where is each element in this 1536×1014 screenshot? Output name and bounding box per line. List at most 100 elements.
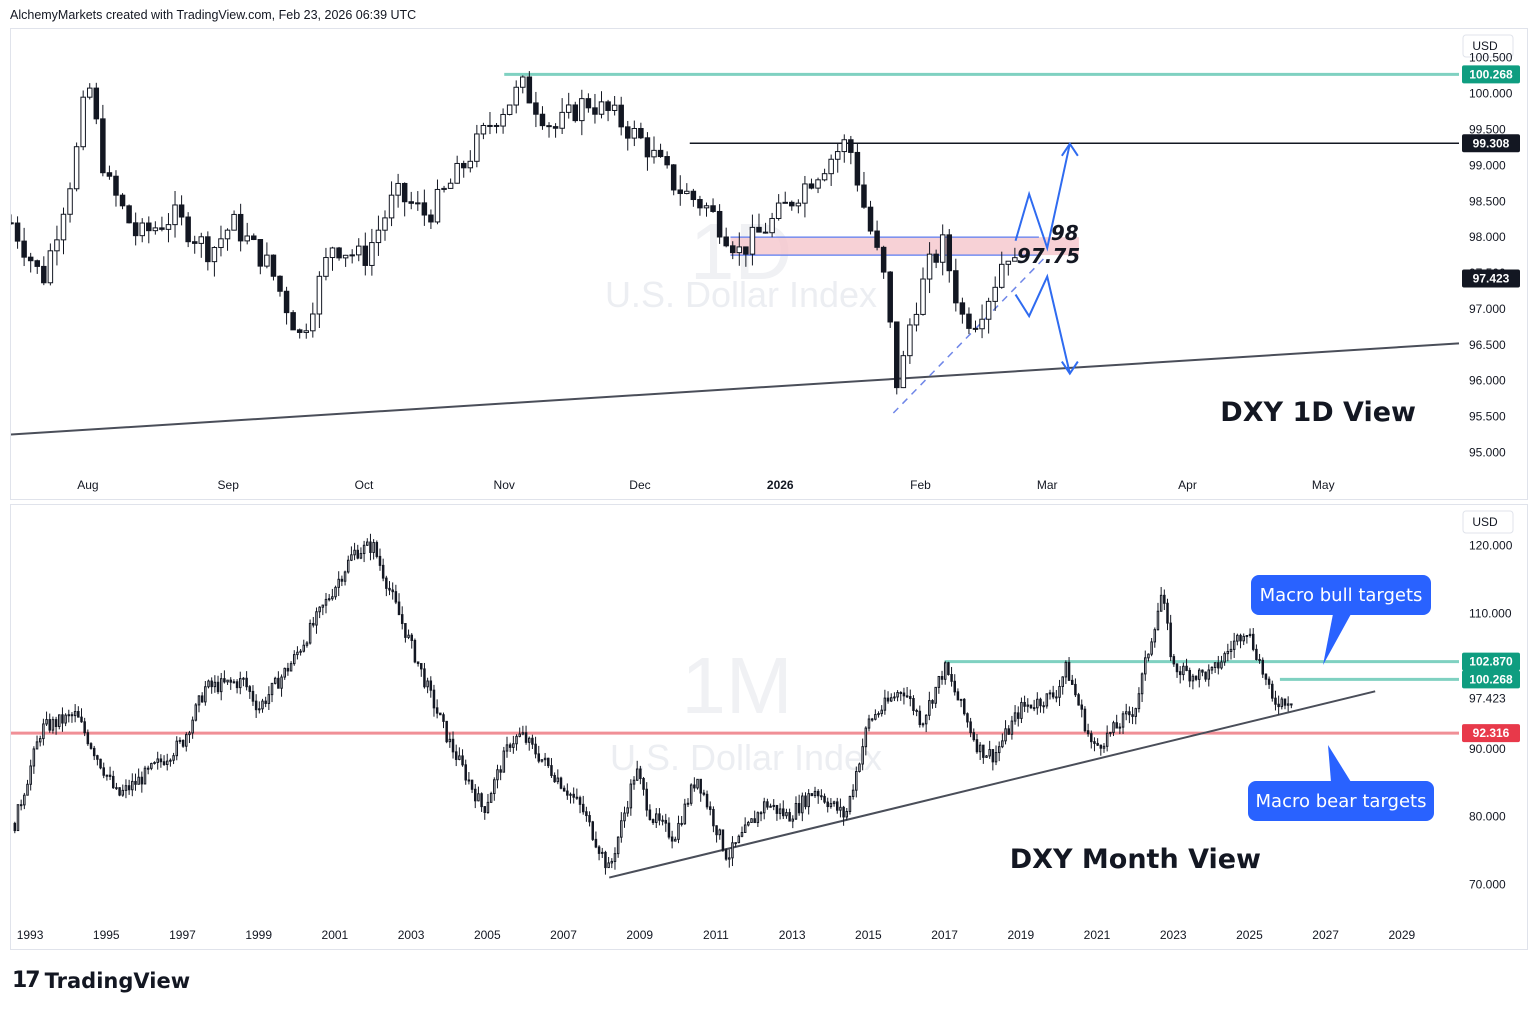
callout-bull-text: Macro bull targets [1260,585,1423,606]
candle-down [531,737,534,745]
candle-up [480,124,487,135]
candle-up [880,709,883,715]
candle-down [533,102,539,115]
candle-down [705,793,709,808]
daily-chart-panel[interactable]: 1DU.S. Dollar IndexUSD100.500100.00099.5… [10,28,1528,500]
candle-up [1232,640,1236,650]
y-tick-label: 120.000 [1469,539,1513,553]
candle-up [997,746,1001,754]
candle-down [559,777,563,789]
candle-up [1064,661,1068,678]
candle-down [146,222,152,232]
candle-up [782,201,788,204]
candle-down [1023,701,1026,707]
last-price-label: 97.423 [1469,692,1506,706]
candle-up [556,777,560,783]
candle-up [143,767,147,785]
candle-down [159,227,165,230]
candle-up [736,246,743,254]
candle-up [839,806,842,811]
candle-down [661,819,664,822]
candle-up [244,235,250,242]
candle-down [940,675,944,680]
candle-up [477,793,480,802]
candle-up [513,86,519,106]
candle-up [632,779,636,785]
candle-down [108,774,112,777]
candle-down [524,732,528,743]
candle-down [356,549,360,559]
candle-up [273,677,277,684]
candle-up [598,101,605,115]
candle-down [254,700,258,711]
candle-up [1061,676,1064,687]
candle-down [753,818,756,824]
tradingview-logo[interactable]: 17 TradingView [12,968,190,993]
candle-up [565,104,572,113]
candle-down [651,819,655,823]
candle-down [362,245,369,266]
candle-up [54,239,60,252]
candle-up [677,822,680,840]
x-tick-label: 2001 [322,928,349,942]
candle-up [1048,692,1052,695]
badge-92316-bg [1462,724,1520,743]
candle-up [855,770,858,791]
candle-up [239,678,242,689]
candle-up [342,254,349,259]
candle-down [1178,671,1182,676]
candle-up [1020,701,1023,719]
candle-down [1217,662,1220,669]
candle-up [29,765,32,785]
candle-up [1058,685,1061,698]
candle-up [718,829,722,836]
tradingview-brand: TradingView [44,968,191,993]
candle-down [408,201,414,204]
candle-down [670,836,674,842]
candle-up [795,202,802,207]
candle-up [58,714,61,728]
candle-up [834,151,841,160]
x-tick-label: 2015 [855,928,882,942]
candle-up [883,697,887,711]
candle-up [920,278,926,315]
candle-up [359,553,363,559]
candle-up [323,257,329,277]
y-tick-label: 96.000 [1469,374,1506,388]
zone-label-9775: 97.75 [1017,244,1080,268]
candle-up [1182,665,1185,676]
candle-down [162,761,166,765]
x-tick-label: 2005 [474,928,501,942]
candle-down [854,151,861,186]
candle-down [237,213,244,242]
candle-down [229,679,232,683]
candle-up [51,719,55,731]
candle-down [982,744,985,758]
monthly-chart-panel[interactable]: 1M U.S. Dollar Index USD 120.000 110.000 90.0… [10,504,1528,950]
candle-down [410,634,413,641]
candle-down [413,639,417,663]
candle-up [979,318,985,330]
candle-up [213,681,217,688]
candle-up [346,559,350,573]
candle-up [270,682,274,696]
candle-down [547,757,550,767]
y-tick-label: 100.000 [1469,87,1513,101]
candle-down [397,601,401,616]
candle-down [99,758,102,769]
candle-down [92,747,96,757]
monthly-chart-svg: 1M U.S. Dollar Index USD 120.000 110.000 90.0… [11,510,1520,942]
candle-up [689,784,693,804]
candle-up [316,275,323,315]
watermark-symbol: U.S. Dollar Index [605,274,877,315]
candle-down [550,765,553,776]
candle-up [165,224,172,230]
candle-up [242,677,245,680]
candle-down [1083,708,1087,732]
candle-up [302,644,306,652]
candle-down [89,743,93,749]
candle-down [775,804,779,814]
candle-up [124,785,128,791]
candle-down [216,681,220,693]
candle-up [178,739,182,742]
